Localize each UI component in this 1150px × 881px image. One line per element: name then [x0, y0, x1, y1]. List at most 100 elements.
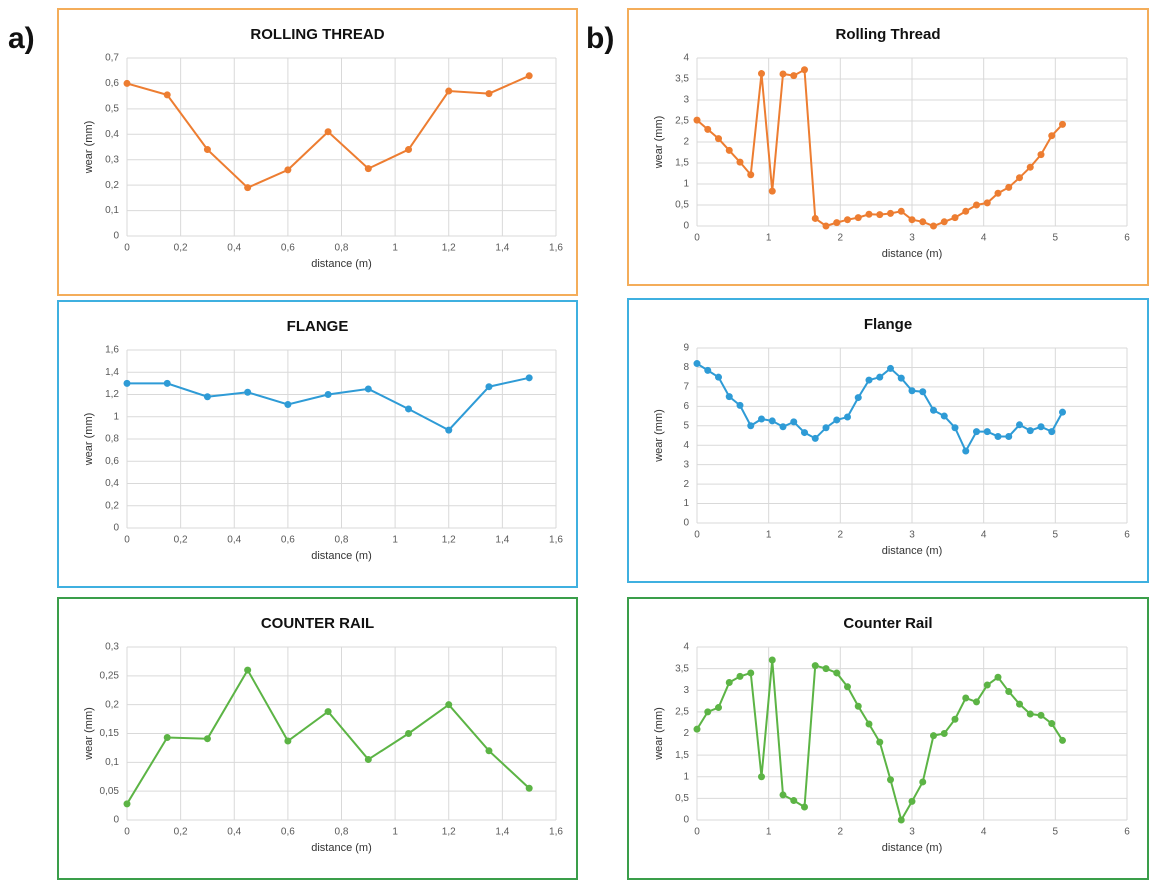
y-tick-label: 0,25	[100, 670, 120, 681]
y-tick-label: 4	[683, 642, 689, 653]
data-point	[994, 673, 1002, 681]
y-tick-label: 0,4	[105, 478, 119, 489]
data-point	[822, 424, 830, 432]
data-point	[908, 216, 916, 224]
chart-title: Counter Rail	[843, 615, 932, 632]
data-point	[324, 391, 332, 398]
data-point	[284, 166, 292, 174]
y-tick-label: 2,5	[675, 707, 689, 718]
data-point	[768, 417, 776, 425]
data-point	[1037, 151, 1045, 159]
data-point	[930, 732, 937, 740]
data-point	[844, 413, 851, 421]
y-tick-label: 0,1	[105, 205, 119, 216]
y-tick-label: 3	[683, 685, 689, 696]
data-point	[1016, 174, 1023, 182]
y-tick-label: 0,2	[105, 500, 119, 511]
x-tick-label: 1,4	[495, 243, 509, 254]
y-tick-label: 1	[683, 498, 689, 509]
data-point	[203, 393, 211, 401]
data-point	[203, 146, 211, 154]
data-point	[747, 171, 755, 179]
data-point	[919, 388, 927, 396]
x-tick-label: 1,2	[442, 827, 456, 838]
data-point	[822, 665, 830, 673]
data-point	[887, 209, 894, 217]
data-point	[962, 207, 970, 215]
data-point	[876, 373, 884, 381]
y-tick-label: 0,3	[105, 154, 119, 165]
y-tick-label: 4	[683, 53, 689, 64]
data-point	[364, 385, 372, 393]
data-point	[897, 374, 905, 382]
y-tick-label: 1,5	[675, 158, 689, 169]
data-point	[715, 704, 722, 712]
data-point	[801, 803, 808, 811]
x-tick-label: 0,4	[227, 535, 241, 546]
y-tick-label: 0,2	[105, 699, 119, 710]
data-point	[736, 401, 744, 409]
y-tick-label: 6	[683, 401, 689, 412]
data-point	[736, 672, 744, 680]
data-point	[962, 447, 970, 455]
chart-title: COUNTER RAIL	[261, 615, 374, 632]
data-point	[525, 784, 533, 792]
data-point	[1026, 427, 1034, 435]
panel-frame	[627, 8, 1149, 286]
x-tick-label: 1	[392, 827, 398, 838]
data-point	[844, 683, 851, 691]
data-point	[811, 662, 819, 670]
data-line	[127, 376, 530, 432]
data-point	[715, 135, 722, 143]
panel-frame	[627, 298, 1149, 583]
data-point	[919, 778, 927, 786]
data-point	[811, 214, 819, 222]
y-tick-label: 1	[113, 411, 119, 422]
x-tick-label: 6	[1124, 530, 1130, 541]
x-axis-label: distance (m)	[311, 258, 372, 270]
data-point	[779, 791, 787, 799]
data-point	[865, 376, 873, 384]
data-point	[897, 207, 905, 215]
x-tick-label: 0	[694, 530, 700, 541]
data-point	[704, 366, 712, 374]
data-point	[747, 422, 755, 430]
x-tick-label: 4	[981, 530, 987, 541]
data-point	[693, 116, 701, 124]
y-tick-label: 3	[683, 459, 689, 470]
data-point	[962, 694, 970, 702]
data-point	[983, 681, 991, 689]
x-tick-label: 2	[838, 233, 844, 244]
y-tick-label: 0	[683, 518, 689, 529]
y-tick-label: 1,6	[105, 345, 119, 356]
x-tick-label: 1	[766, 530, 772, 541]
x-tick-label: 0,4	[227, 243, 241, 254]
panel-frame	[627, 597, 1149, 880]
data-point	[983, 428, 991, 436]
data-point	[865, 720, 873, 728]
panel-label: a)	[8, 22, 35, 55]
y-axis-label: wear (mm)	[83, 121, 95, 175]
data-point	[364, 165, 372, 173]
x-tick-label: 0,4	[227, 827, 241, 838]
data-point	[854, 394, 862, 402]
chart-title: Flange	[864, 316, 912, 333]
chart-title: Rolling Thread	[836, 26, 941, 43]
x-tick-label: 0	[694, 233, 700, 244]
y-tick-label: 0,1	[105, 757, 119, 768]
y-tick-label: 1	[683, 179, 689, 190]
data-point	[1059, 736, 1066, 744]
x-tick-label: 0,8	[335, 243, 349, 254]
x-tick-label: 1	[766, 827, 772, 838]
y-tick-label: 5	[683, 420, 689, 431]
data-point	[1048, 720, 1056, 728]
x-tick-label: 0,8	[335, 535, 349, 546]
data-point	[1037, 711, 1045, 719]
y-tick-label: 3,5	[675, 74, 689, 85]
data-point	[833, 669, 841, 677]
y-tick-label: 0,05	[100, 786, 120, 797]
data-point	[747, 669, 755, 677]
x-tick-label: 0,2	[174, 243, 188, 254]
data-point	[715, 373, 722, 381]
